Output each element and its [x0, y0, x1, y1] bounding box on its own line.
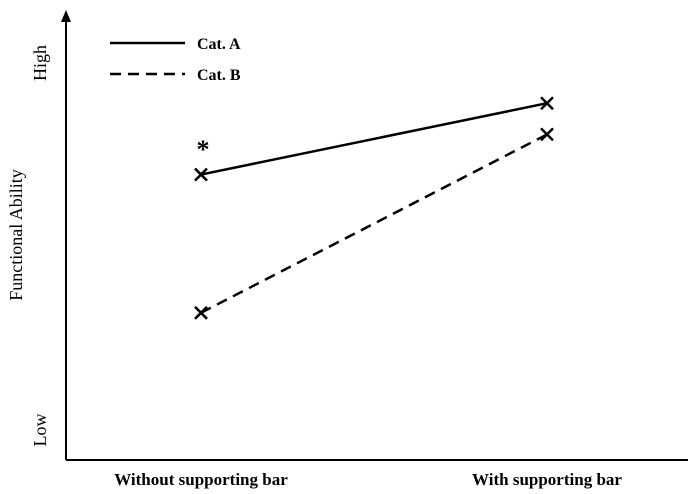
significance-asterisk: *: [197, 135, 210, 164]
x-tick-label-with-bar: With supporting bar: [472, 470, 622, 489]
series-layer: [194, 96, 554, 320]
legend-label-cat-a: Cat. A: [197, 36, 241, 53]
legend-label-cat-b: Cat. B: [197, 67, 241, 84]
y-high-label: High: [30, 45, 50, 81]
data-point-marker-x: [540, 127, 554, 142]
marker-stroke: [540, 127, 554, 142]
data-point-marker-x: [194, 167, 208, 182]
marker-stroke: [540, 96, 554, 111]
series-line-cat-a: [200, 101, 548, 176]
marker-stroke: [194, 305, 208, 320]
data-point-marker-x: [540, 96, 554, 111]
y-low-label: Low: [30, 414, 50, 447]
y-axis-arrow-icon: [61, 10, 71, 22]
y-axis-label: Functional Ability: [6, 169, 26, 301]
legend: Cat. A Cat. B: [110, 36, 241, 84]
series-line-cat-b: [200, 133, 548, 314]
data-point-marker-x: [194, 305, 208, 320]
marker-stroke: [194, 167, 208, 182]
x-tick-label-without-bar: Without supporting bar: [114, 470, 288, 489]
